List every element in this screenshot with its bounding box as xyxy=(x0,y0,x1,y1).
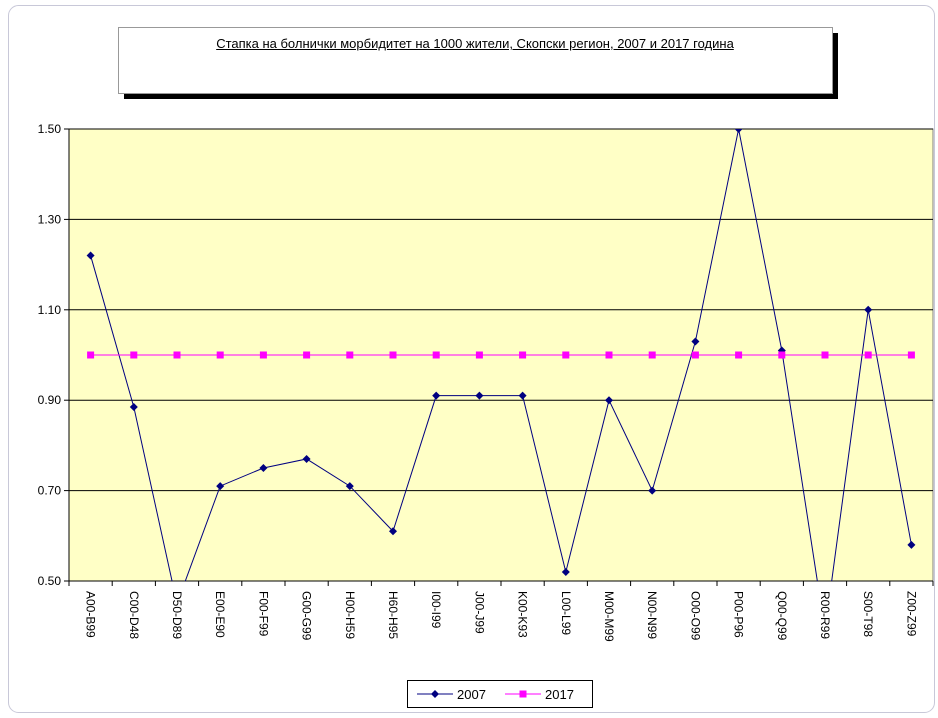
marker xyxy=(129,402,138,411)
marker xyxy=(475,351,483,359)
x-tick-label: L00-L99 xyxy=(559,591,573,635)
marker xyxy=(864,351,872,359)
marker xyxy=(519,690,527,698)
x-tick-label: Q00-Q99 xyxy=(775,591,789,641)
marker xyxy=(605,351,613,359)
x-tick-label: P00-P96 xyxy=(732,591,746,638)
marker xyxy=(518,391,527,400)
marker xyxy=(907,351,915,359)
marker xyxy=(431,690,439,698)
legend-label: 2007 xyxy=(457,687,486,702)
marker xyxy=(734,129,743,133)
marker xyxy=(432,351,440,359)
title-holder: Стапка на болнички морбидитет на 1000 жи… xyxy=(216,36,734,51)
y-tick-label: 1.10 xyxy=(38,303,62,317)
y-tick-label: 0.50 xyxy=(38,574,62,588)
marker xyxy=(648,351,656,359)
x-tick-label: G00-G99 xyxy=(300,591,314,641)
marker xyxy=(216,482,225,491)
marker xyxy=(562,351,570,359)
marker xyxy=(561,567,570,576)
marker xyxy=(130,351,138,359)
y-tick-label: 0.70 xyxy=(38,484,62,498)
marker xyxy=(259,351,267,359)
x-tick-label: D50-D89 xyxy=(170,591,184,639)
chart-title: Стапка на болнички морбидитет на 1000 жи… xyxy=(216,36,734,51)
title-box xyxy=(118,27,833,94)
x-tick-label: S00-T98 xyxy=(861,591,875,637)
y-tick-label: 1.30 xyxy=(38,212,62,226)
x-tick-label: H60-H95 xyxy=(386,591,400,639)
marker xyxy=(605,396,613,405)
x-tick-label: O00-O99 xyxy=(688,591,702,641)
x-tick-label: I00-I99 xyxy=(429,591,443,629)
marker xyxy=(345,482,354,491)
x-tick-label: K00-K93 xyxy=(516,591,530,638)
y-tick-label: 1.50 xyxy=(38,122,62,136)
marker xyxy=(475,391,484,400)
marker xyxy=(907,540,916,549)
marker xyxy=(173,351,181,359)
marker xyxy=(778,351,786,359)
marker xyxy=(691,351,699,359)
x-tick-label: F00-F99 xyxy=(256,591,270,637)
marker xyxy=(432,391,441,400)
marker xyxy=(691,337,700,346)
marker xyxy=(259,464,268,472)
marker xyxy=(303,351,311,359)
x-tick-label: A00-B99 xyxy=(84,591,98,638)
x-tick-label: C00-D48 xyxy=(127,591,141,639)
marker xyxy=(735,351,743,359)
marker xyxy=(519,351,527,359)
x-tick-label: R00-R99 xyxy=(818,591,832,639)
x-tick-label: H00-H59 xyxy=(343,591,357,639)
marker xyxy=(216,351,224,359)
marker xyxy=(821,351,829,359)
marker xyxy=(648,486,657,495)
series-line xyxy=(90,129,912,581)
marker xyxy=(346,351,354,359)
y-tick-label: 0.90 xyxy=(38,393,62,407)
x-tick-label: Z00-Z99 xyxy=(904,591,918,637)
marker xyxy=(389,527,397,536)
marker xyxy=(864,305,873,314)
marker xyxy=(389,351,397,359)
x-tick-label: M00-M99 xyxy=(602,591,616,642)
x-tick-label: N00-N99 xyxy=(645,591,659,639)
plot-series xyxy=(86,129,916,581)
x-tick-label: J00-J99 xyxy=(472,591,486,634)
marker xyxy=(86,251,95,260)
legend: 2007 2017 xyxy=(407,680,593,708)
legend-box xyxy=(407,680,593,708)
legend-label: 2017 xyxy=(545,687,574,702)
marker xyxy=(302,454,311,463)
x-tick-label: E00-E90 xyxy=(213,591,227,638)
marker xyxy=(87,351,95,359)
